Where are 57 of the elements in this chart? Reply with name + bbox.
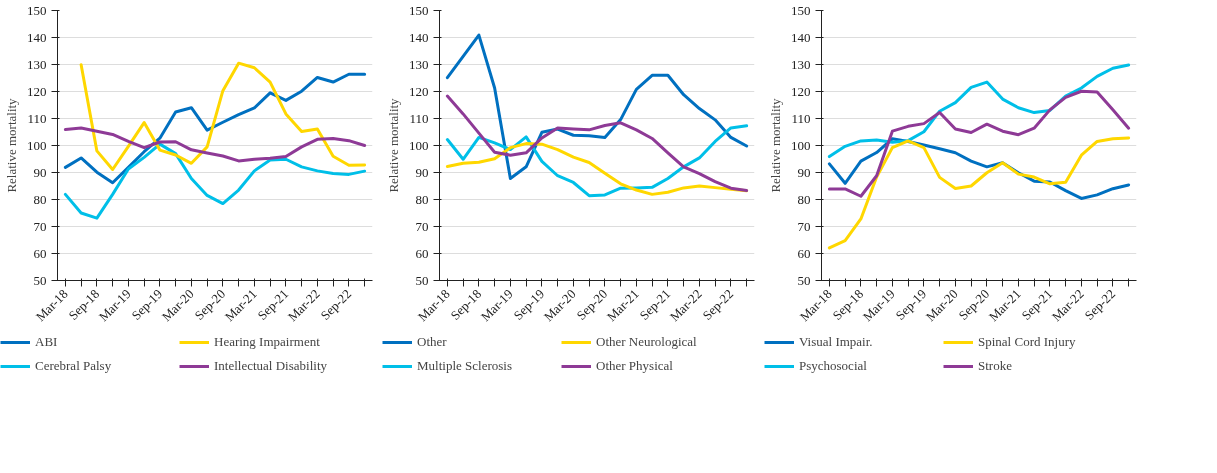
line-series xyxy=(79,61,367,172)
y-tick-label: 140 xyxy=(791,29,811,45)
y-tick-label: 150 xyxy=(409,2,429,18)
y-tick-label: 90 xyxy=(415,164,429,180)
y-tick-label: 80 xyxy=(33,191,47,207)
y-tick-label: 140 xyxy=(27,29,47,45)
y-tick-label: 50 xyxy=(33,272,47,288)
y-tick-label: 130 xyxy=(27,56,47,72)
y-tick-label: 50 xyxy=(415,272,429,288)
y-tick-label: 80 xyxy=(415,191,429,207)
y-tick-label: 130 xyxy=(409,56,429,72)
y-tick-label: 120 xyxy=(409,83,429,99)
y-tick-label: 70 xyxy=(797,218,811,234)
line-series xyxy=(63,72,367,185)
y-tick-label: 60 xyxy=(33,245,47,261)
legend-label: Other Neurological xyxy=(596,334,698,350)
y-tick-label: 150 xyxy=(27,2,47,18)
y-tick-label: 150 xyxy=(791,2,811,18)
y-tick-label: 110 xyxy=(791,110,811,126)
y-tick-label: 80 xyxy=(797,191,811,207)
line-series xyxy=(827,89,1131,198)
y-tick-label: 70 xyxy=(33,218,47,234)
y-tick-label: 100 xyxy=(409,137,429,153)
y-axis-title: Relative mortality xyxy=(768,97,783,193)
y-axis-title: Relative mortality xyxy=(386,97,401,193)
y-tick-label: 60 xyxy=(415,245,429,261)
y-tick-label: 120 xyxy=(791,83,811,99)
legend-label: Stroke xyxy=(978,358,1013,374)
legend-label: Other xyxy=(417,334,448,350)
y-tick-label: 110 xyxy=(409,110,429,126)
legend-label: Other Physical xyxy=(596,358,674,374)
y-tick-label: 100 xyxy=(791,137,811,153)
line-series xyxy=(63,142,367,220)
line-series xyxy=(445,94,749,193)
y-tick-label: 110 xyxy=(27,110,47,126)
line-series xyxy=(445,33,749,180)
legend-label: Cerebral Palsy xyxy=(35,358,113,374)
line-series xyxy=(827,136,1131,250)
y-tick-label: 100 xyxy=(27,137,47,153)
legend-label: Spinal Cord Injury xyxy=(978,334,1077,350)
legend-label: Multiple Sclerosis xyxy=(417,358,513,374)
legend-label: Intellectual Disability xyxy=(214,358,328,374)
y-axis-title: Relative mortality xyxy=(4,97,19,193)
legend-label: ABI xyxy=(35,334,59,350)
legend-label: Psychosocial xyxy=(799,358,868,374)
y-tick-label: 90 xyxy=(797,164,811,180)
line-series xyxy=(63,126,367,163)
y-tick-label: 120 xyxy=(27,83,47,99)
y-tick-label: 90 xyxy=(33,164,47,180)
y-tick-label: 70 xyxy=(415,218,429,234)
line-series xyxy=(445,124,749,198)
y-tick-label: 140 xyxy=(409,29,429,45)
y-tick-label: 130 xyxy=(791,56,811,72)
y-tick-label: 50 xyxy=(797,272,811,288)
legend-label: Visual Impair. xyxy=(799,334,874,350)
y-tick-label: 60 xyxy=(797,245,811,261)
legend-label: Hearing Impairment xyxy=(214,334,321,350)
